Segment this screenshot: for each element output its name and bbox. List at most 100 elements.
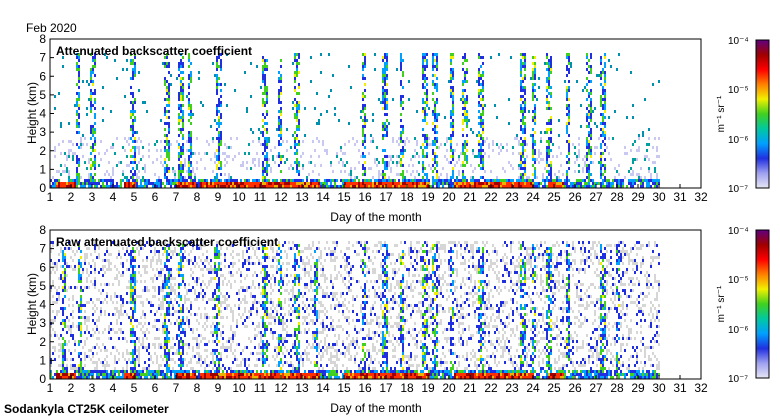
- heatmap-cell: [70, 328, 72, 331]
- heatmap-cell: [480, 122, 482, 125]
- heatmap-cell: [180, 185, 182, 188]
- heatmap-cell: [452, 167, 454, 170]
- heatmap-cell: [126, 361, 128, 364]
- heatmap-cell: [556, 176, 558, 179]
- heatmap-cell: [56, 301, 58, 304]
- heatmap-cell: [52, 185, 54, 188]
- heatmap-cell: [188, 253, 190, 256]
- heatmap-cell: [478, 77, 480, 80]
- heatmap-cell: [186, 352, 188, 355]
- heatmap-cell: [434, 53, 436, 56]
- heatmap-cell: [180, 370, 182, 373]
- heatmap-cell: [244, 179, 246, 182]
- heatmap-cell: [76, 182, 78, 185]
- heatmap-cell: [212, 358, 214, 361]
- heatmap-cell: [244, 325, 246, 328]
- heatmap-cell: [62, 358, 64, 361]
- heatmap-cell: [426, 176, 428, 179]
- heatmap-cell: [190, 367, 192, 370]
- heatmap-cell: [148, 352, 150, 355]
- heatmap-cell: [208, 262, 210, 265]
- heatmap-cell: [266, 155, 268, 158]
- heatmap-cell: [142, 313, 144, 316]
- heatmap-cell: [66, 370, 68, 373]
- heatmap-cell: [204, 241, 206, 244]
- heatmap-cell: [60, 122, 62, 125]
- heatmap-cell: [570, 182, 572, 185]
- heatmap-cell: [400, 152, 402, 155]
- heatmap-cell: [160, 119, 162, 122]
- heatmap-cell: [286, 179, 288, 182]
- heatmap-cell: [486, 179, 488, 182]
- heatmap-cell: [548, 80, 550, 83]
- heatmap-cell: [90, 80, 92, 83]
- heatmap-cell: [584, 179, 586, 182]
- heatmap-cell: [214, 179, 216, 182]
- heatmap-cell: [158, 346, 160, 349]
- heatmap-cell: [264, 65, 266, 68]
- heatmap-cell: [204, 152, 206, 155]
- heatmap-cell: [298, 179, 300, 182]
- heatmap-cell: [52, 241, 54, 244]
- heatmap-cell: [282, 140, 284, 143]
- heatmap-cell: [212, 352, 214, 355]
- heatmap-cell: [190, 259, 192, 262]
- heatmap-cell: [182, 319, 184, 322]
- heatmap-cell: [278, 155, 280, 158]
- heatmap-cell: [600, 101, 602, 104]
- heatmap-cell: [94, 89, 96, 92]
- heatmap-cell: [568, 98, 570, 101]
- heatmap-cell: [470, 182, 472, 185]
- heatmap-cell: [298, 71, 300, 74]
- heatmap-cell: [242, 322, 244, 325]
- heatmap-cell: [208, 271, 210, 274]
- heatmap-cell: [118, 313, 120, 316]
- heatmap-cell: [464, 179, 466, 182]
- heatmap-cell: [582, 179, 584, 182]
- heatmap-cell: [184, 179, 186, 182]
- heatmap-cell: [196, 370, 198, 373]
- heatmap-cell: [298, 110, 300, 113]
- heatmap-cell: [140, 182, 142, 185]
- heatmap-cell: [522, 149, 524, 152]
- heatmap-cell: [264, 149, 266, 152]
- heatmap-cell: [434, 74, 436, 77]
- heatmap-cell: [404, 143, 406, 146]
- heatmap-cell: [206, 250, 208, 253]
- heatmap-cell: [386, 134, 388, 137]
- heatmap-cell: [162, 62, 164, 65]
- heatmap-cell: [586, 137, 588, 140]
- heatmap-cell: [68, 319, 70, 322]
- heatmap-cell: [152, 259, 154, 262]
- heatmap-cell: [142, 247, 144, 250]
- heatmap-cell: [116, 277, 118, 280]
- heatmap-cell: [180, 283, 182, 286]
- heatmap-cell: [90, 74, 92, 77]
- heatmap-cell: [608, 182, 610, 185]
- heatmap-cell: [66, 262, 68, 265]
- heatmap-cell: [474, 185, 476, 188]
- heatmap-cell: [116, 331, 118, 334]
- heatmap-cell: [108, 262, 110, 265]
- heatmap-cell: [154, 286, 156, 289]
- heatmap-cell: [216, 250, 218, 253]
- heatmap-cell: [232, 310, 234, 313]
- heatmap-cell: [82, 155, 84, 158]
- heatmap-cell: [460, 164, 462, 167]
- heatmap-cell: [184, 328, 186, 331]
- heatmap-cell: [600, 74, 602, 77]
- heatmap-cell: [202, 376, 204, 379]
- heatmap-cell: [248, 152, 250, 155]
- heatmap-cell: [132, 101, 134, 104]
- heatmap-cell: [120, 274, 122, 277]
- heatmap-cell: [166, 149, 168, 152]
- heatmap-cell: [142, 373, 144, 376]
- heatmap-cell: [604, 101, 606, 104]
- heatmap-cell: [462, 182, 464, 185]
- heatmap-cell: [136, 167, 138, 170]
- heatmap-cell: [586, 146, 588, 149]
- heatmap-cell: [566, 86, 568, 89]
- heatmap-cell: [208, 376, 210, 379]
- heatmap-cell: [362, 164, 364, 167]
- heatmap-cell: [386, 56, 388, 59]
